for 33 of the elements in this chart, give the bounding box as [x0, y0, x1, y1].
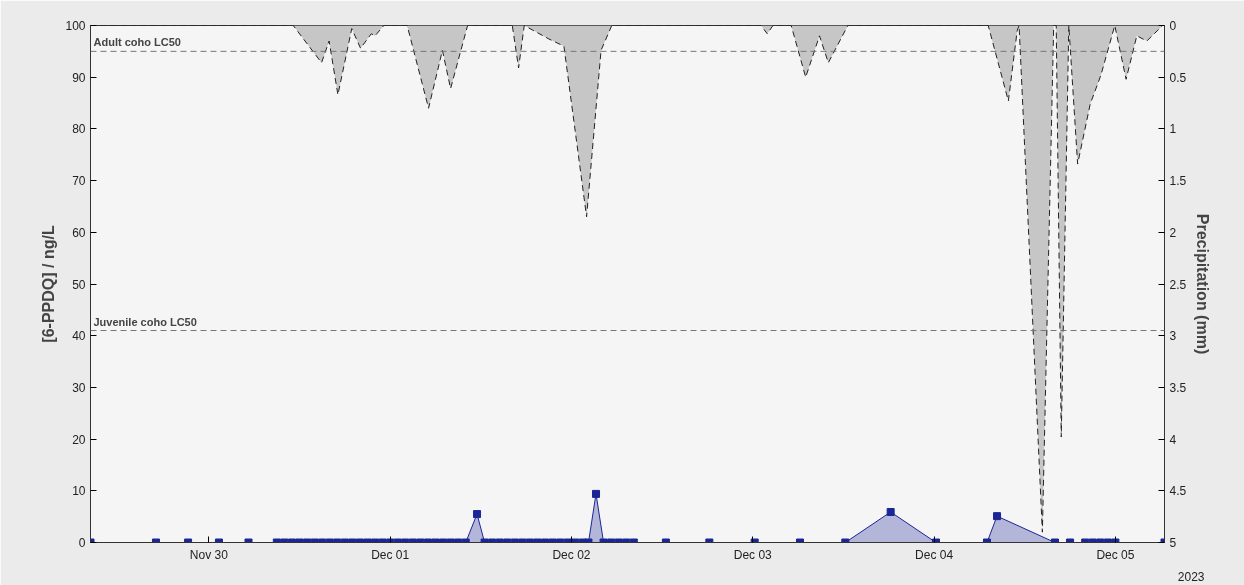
y2-tick-label: 0.5 [1169, 70, 1187, 85]
y2-tick-label: 2.5 [1169, 277, 1187, 292]
ref-line-label: Juvenile coho LC50 [93, 315, 197, 328]
y2-axis-title: Precipitation (mm) [1194, 213, 1212, 355]
y2-tick-label: 3 [1169, 329, 1177, 344]
y-tick-label: 30 [72, 380, 86, 395]
y-tick-label: 20 [72, 432, 86, 447]
x-tick-label: Dec 05 [1096, 547, 1135, 562]
y-tick-label: 10 [72, 484, 86, 499]
y2-tick-label: 1.5 [1169, 174, 1187, 189]
y2-tick-label: 1 [1169, 122, 1177, 137]
x-tick-label: Dec 02 [552, 547, 591, 562]
y-tick-label: 100 [65, 19, 86, 33]
y-axis-title: [6-PPDQ] / ng/L [40, 225, 58, 343]
y2-tick-label: 0 [1169, 19, 1177, 33]
y-tick-label: 70 [72, 174, 86, 189]
y-tick-label: 90 [72, 70, 86, 85]
y-tick-label: 60 [72, 225, 86, 240]
y2-tick-label: 4 [1169, 432, 1177, 447]
x-tick-label: Nov 30 [189, 547, 229, 562]
y2-tick-label: 3.5 [1169, 380, 1187, 395]
text: 2023 [1177, 569, 1205, 584]
x-tick-label: Dec 01 [371, 547, 410, 562]
y-tick-label: 80 [72, 122, 86, 137]
y-tick-label: 50 [72, 277, 86, 292]
y2-tick-label: 2 [1169, 225, 1177, 240]
y2-tick-label: 4.5 [1169, 484, 1187, 499]
y2-tick-label: 5 [1169, 536, 1177, 550]
x-tick-label: Dec 03 [733, 547, 773, 562]
y-tick-label: 40 [72, 329, 86, 344]
ref-line-label: Adult coho LC50 [93, 36, 181, 49]
x-tick-label: Dec 04 [915, 547, 954, 562]
y-tick-label: 0 [78, 536, 86, 550]
